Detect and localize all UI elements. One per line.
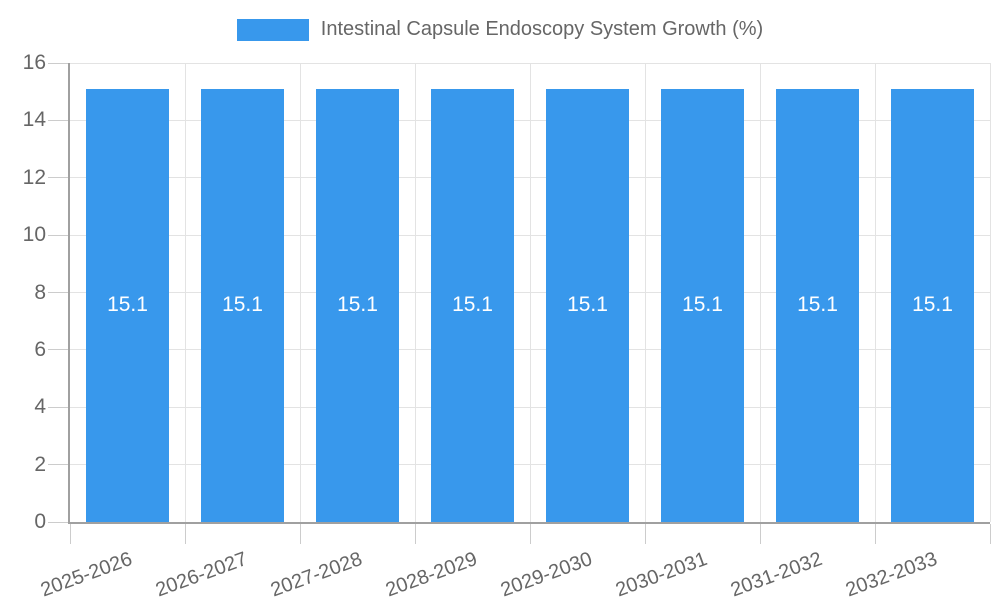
bar-value-label: 15.1 [682,293,723,317]
bar[interactable]: 15.1 [776,88,859,522]
x-axis-tick [759,524,761,544]
bar[interactable]: 15.1 [661,88,744,522]
legend-item[interactable]: Intestinal Capsule Endoscopy System Grow… [236,18,764,41]
legend-label: Intestinal Capsule Endoscopy System Grow… [320,18,764,40]
x-tick-label: 2030-2031 [612,548,711,600]
x-tick-label: 2026-2027 [152,548,251,600]
x-tick-label: 2028-2029 [382,548,481,600]
chart-legend: Intestinal Capsule Endoscopy System Grow… [0,18,1000,41]
gridline-v [299,63,301,522]
gridline-v [759,63,761,522]
gridline-v [184,63,186,522]
y-axis-tick [48,234,68,236]
bar-value-label: 15.1 [912,293,953,317]
gridline-v [644,63,646,522]
y-axis-tick [48,464,68,466]
y-tick-label: 0 [34,510,46,533]
y-axis-tick [48,406,68,408]
y-tick-label: 16 [22,51,46,74]
bar[interactable]: 15.1 [201,88,284,522]
bar[interactable]: 15.1 [891,88,974,522]
bar[interactable]: 15.1 [316,88,399,522]
bar[interactable]: 15.1 [86,88,169,522]
x-tick-label: 2029-2030 [497,548,596,600]
x-axis-tick [414,524,416,544]
x-axis-tick [989,524,991,544]
bar-value-label: 15.1 [337,293,378,317]
y-tick-label: 10 [22,223,46,247]
y-axis-tick [48,177,68,179]
y-axis: 0 2 4 6 8 10 12 14 16 [0,51,70,533]
x-axis-tick [184,524,186,544]
x-axis-tick [69,524,71,544]
bar-value-label: 15.1 [222,293,263,317]
y-tick-label: 8 [34,280,46,304]
y-tick-label: 6 [34,337,46,361]
y-axis-tick [48,62,68,64]
y-axis-tick [48,521,68,523]
x-axis-tick [529,524,531,544]
bar-value-label: 15.1 [107,293,148,317]
plot-area: 15.1 15.1 15.1 15.1 15.1 15.1 15.1 15.1 [68,62,991,524]
gridline-v [874,63,876,522]
x-axis-tick [644,524,646,544]
bar-value-label: 15.1 [797,293,838,317]
y-tick-label: 12 [22,165,46,189]
y-tick-label: 2 [34,452,46,476]
y-tick-label: 4 [34,395,46,419]
x-tick-label: 2032-2033 [842,548,941,600]
y-tick-label: 14 [22,108,46,132]
gridline-v [414,63,416,522]
legend-swatch-icon [236,18,309,41]
x-axis-tick [299,524,301,544]
y-axis-tick [48,292,68,293]
bar-value-label: 15.1 [567,293,608,317]
gridline-v [989,63,991,522]
bar[interactable]: 15.1 [431,88,514,522]
x-axis-tick [874,524,876,544]
x-axis: 2025-2026 2026-2027 2027-2028 2028-2029 2029… [38,522,992,600]
y-axis-tick [48,119,68,121]
bar-value-label: 15.1 [452,293,493,317]
x-tick-label: 2025-2026 [37,548,136,600]
y-axis-tick [48,349,68,351]
bar[interactable]: 15.1 [546,88,629,522]
x-tick-label: 2027-2028 [267,548,366,600]
x-tick-label: 2031-2032 [727,548,826,600]
gridline-v [529,63,531,522]
